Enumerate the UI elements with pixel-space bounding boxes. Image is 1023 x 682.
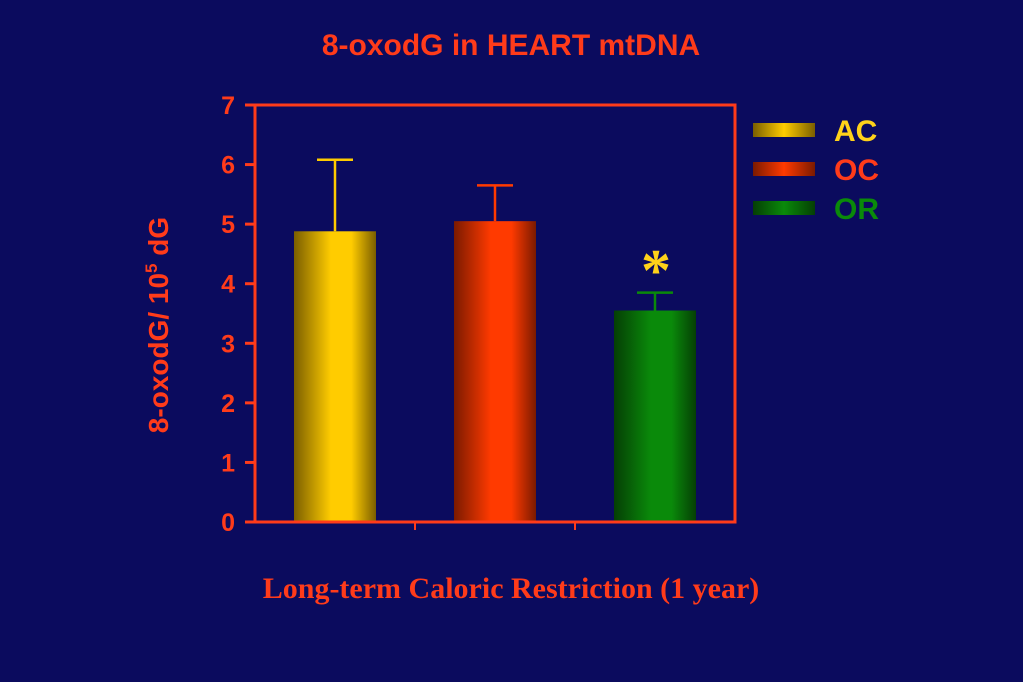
legend-label-or: OR — [834, 193, 879, 226]
y-tick-label: 6 — [221, 152, 235, 180]
y-tick-label: 3 — [221, 330, 235, 358]
plot-frame — [253, 103, 737, 524]
legend-label-oc: OC — [834, 154, 879, 187]
chart-title: 8-oxodG in HEART mtDNA — [322, 29, 700, 62]
y-tick-label: 1 — [221, 449, 235, 477]
bar-ac — [294, 231, 376, 522]
legend: AC OC OR — [753, 115, 879, 226]
legend-swatch-ac — [753, 123, 815, 137]
y-tick-label: 7 — [221, 92, 235, 120]
x-axis-label: Long-term Caloric Restriction (1 year) — [263, 572, 760, 605]
bar-or — [614, 310, 696, 522]
y-axis-label-tail: dG — [143, 217, 174, 264]
y-axis-label-main: 8-oxodG/ 10 — [143, 273, 174, 433]
legend-swatch-oc — [753, 162, 815, 176]
y-tick-label: 5 — [221, 211, 235, 239]
y-tick-label: 4 — [221, 271, 235, 299]
significance-asterisk: * — [641, 238, 671, 304]
legend-swatch-or — [753, 201, 815, 215]
error-bar-or — [637, 291, 673, 311]
legend-label-ac: AC — [834, 115, 877, 148]
error-bar-oc — [477, 184, 513, 222]
y-tick-label: 0 — [221, 509, 235, 537]
bar-oc — [454, 221, 536, 522]
y-tick-label: 2 — [221, 390, 235, 418]
error-bar-ac — [317, 158, 353, 232]
y-axis-label-superscript: 5 — [142, 263, 161, 272]
y-axis-label: 8-oxodG/ 105 dG — [142, 217, 174, 433]
